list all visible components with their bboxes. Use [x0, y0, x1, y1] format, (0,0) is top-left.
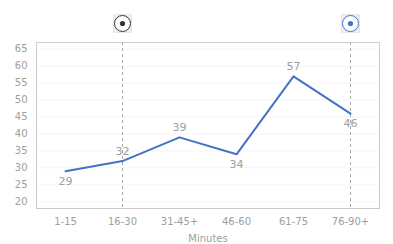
svg-text:61-75: 61-75 — [279, 216, 308, 227]
svg-text:25: 25 — [15, 179, 28, 190]
svg-text:16-30: 16-30 — [108, 216, 137, 227]
svg-text:20: 20 — [15, 196, 28, 207]
svg-text:57: 57 — [287, 60, 301, 73]
svg-text:35: 35 — [15, 145, 28, 156]
svg-text:50: 50 — [15, 94, 28, 105]
svg-text:1-15: 1-15 — [54, 216, 77, 227]
svg-text:46-60: 46-60 — [222, 216, 251, 227]
svg-text:40: 40 — [15, 128, 28, 139]
svg-text:32: 32 — [116, 145, 130, 158]
svg-text:55: 55 — [15, 77, 28, 88]
svg-text:34: 34 — [230, 158, 244, 171]
svg-text:60: 60 — [15, 60, 28, 71]
svg-text:29: 29 — [59, 175, 73, 188]
svg-text:76-90+: 76-90+ — [332, 216, 369, 227]
svg-text:39: 39 — [173, 121, 187, 134]
svg-text:65: 65 — [15, 43, 28, 54]
svg-text:30: 30 — [15, 162, 28, 173]
svg-text:46: 46 — [344, 117, 358, 130]
svg-text:Minutes: Minutes — [188, 233, 227, 244]
svg-text:45: 45 — [15, 111, 28, 122]
svg-text:31-45+: 31-45+ — [161, 216, 198, 227]
